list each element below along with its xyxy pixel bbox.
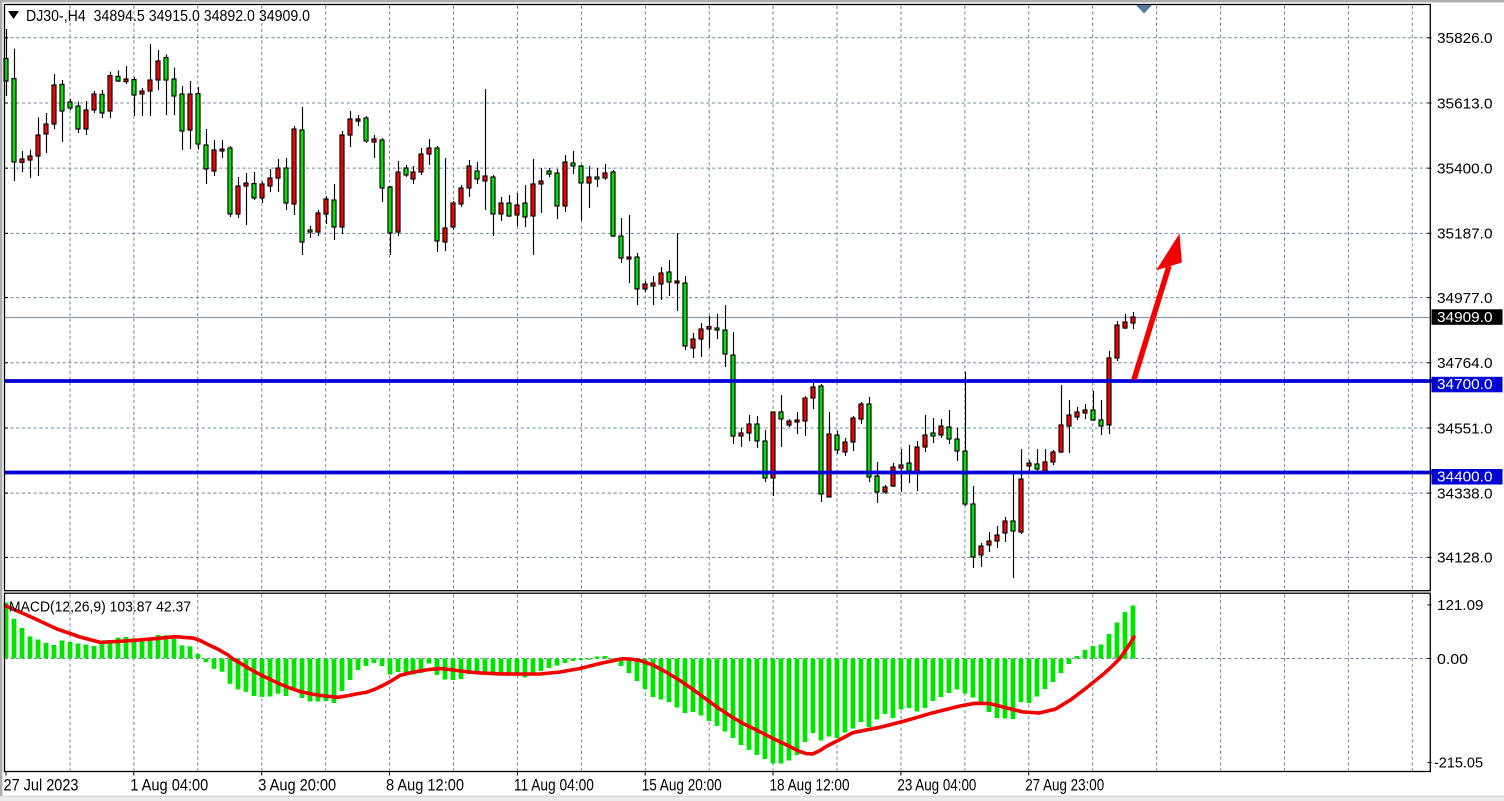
svg-text:27 Aug 23:00: 27 Aug 23:00 (1025, 777, 1104, 795)
svg-text:121.09: 121.09 (1437, 598, 1484, 614)
svg-text:DJ30-,H4 34894.5 34915.0 3489: DJ30-,H4 34894.5 34915.0 34892.0 34909.0 (26, 8, 310, 25)
svg-text:8 Aug 12:00: 8 Aug 12:00 (386, 777, 464, 795)
svg-text:34338.0: 34338.0 (1437, 486, 1493, 502)
svg-text:35400.0: 35400.0 (1437, 162, 1493, 178)
svg-text:34764.0: 34764.0 (1437, 356, 1493, 372)
svg-text:11 Aug 04:00: 11 Aug 04:00 (514, 777, 594, 795)
svg-text:34909.0: 34909.0 (1437, 310, 1493, 326)
svg-text:35826.0: 35826.0 (1437, 31, 1493, 47)
svg-text:27 Jul 2023: 27 Jul 2023 (4, 777, 79, 795)
svg-text:MACD(12,26,9) 103.87 42.37: MACD(12,26,9) 103.87 42.37 (9, 600, 191, 616)
svg-text:35613.0: 35613.0 (1437, 96, 1493, 112)
svg-text:3 Aug 20:00: 3 Aug 20:00 (258, 777, 336, 795)
svg-text:34700.0: 34700.0 (1437, 377, 1493, 393)
svg-text:1 Aug 04:00: 1 Aug 04:00 (130, 777, 208, 795)
svg-text:34128.0: 34128.0 (1437, 551, 1493, 567)
svg-text:0.00: 0.00 (1437, 652, 1468, 668)
svg-text:-215.05: -215.05 (1434, 756, 1483, 772)
svg-text:34551.0: 34551.0 (1437, 421, 1493, 437)
svg-text:18 Aug 12:00: 18 Aug 12:00 (770, 777, 850, 795)
svg-text:15 Aug 20:00: 15 Aug 20:00 (642, 777, 722, 795)
svg-text:35187.0: 35187.0 (1437, 227, 1493, 243)
svg-text:23 Aug 04:00: 23 Aug 04:00 (897, 777, 976, 795)
svg-text:34977.0: 34977.0 (1437, 291, 1493, 307)
svg-text:34400.0: 34400.0 (1437, 469, 1493, 485)
